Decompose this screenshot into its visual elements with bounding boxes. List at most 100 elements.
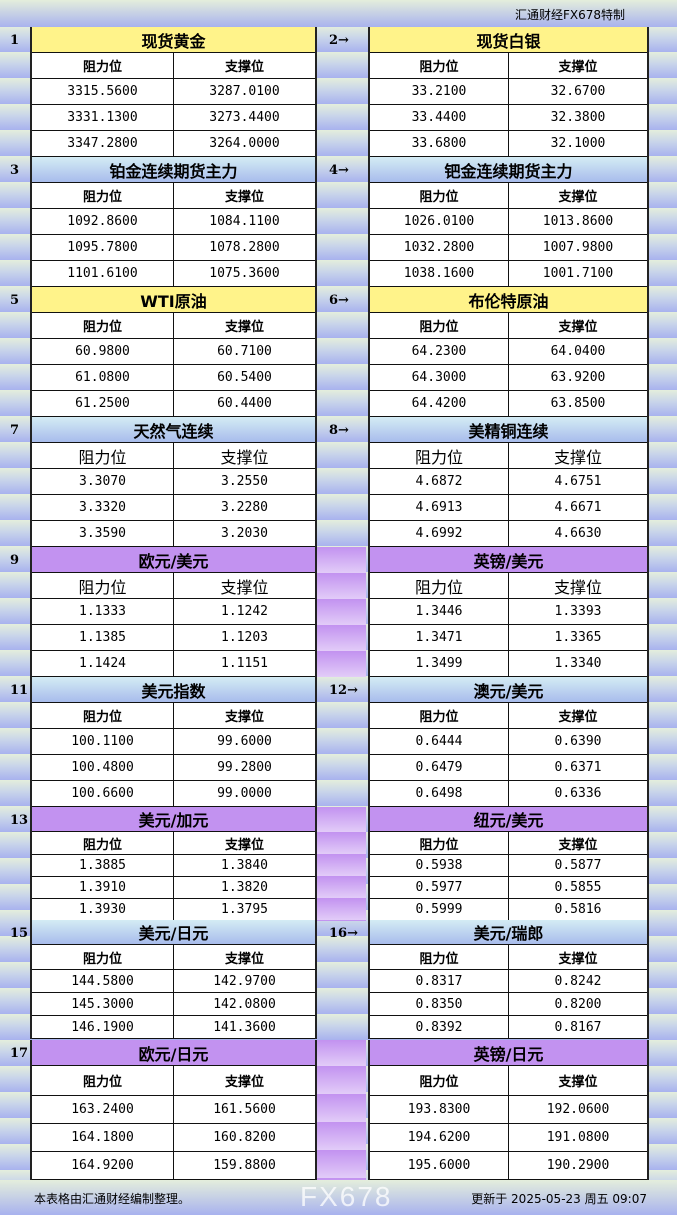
instrument-name: 纽元/美元 [370, 807, 647, 832]
instrument-name: 现货白银 [370, 27, 647, 53]
table-row: 0.5938 0.5877 [370, 855, 647, 877]
column-header-row: 阻力位 支撑位 [32, 832, 315, 855]
resistance-value: 100.4800 [32, 755, 174, 780]
instrument-name: WTI原油 [32, 287, 315, 313]
instrument-name: 美元指数 [32, 677, 315, 703]
table-row: 33.4400 32.3800 [370, 105, 647, 131]
table-row: 64.3000 63.9200 [370, 365, 647, 391]
support-value: 99.0000 [217, 786, 272, 801]
support-value: 1.3340 [554, 656, 602, 671]
resistance-value: 1032.2800 [370, 235, 509, 260]
support-value: 1.3840 [221, 858, 268, 873]
footer-note: 本表格由汇通财经编制整理。 [34, 1192, 191, 1206]
support-value: 0.6371 [554, 760, 602, 775]
quote-table: 铂金连续期货主力 阻力位 支撑位 1092.8600 1084.1100 1095.78… [30, 157, 317, 287]
resistance-value: 0.5938 [370, 855, 509, 876]
support-value: 1.1242 [221, 604, 268, 619]
resistance-value: 0.8392 [370, 1016, 509, 1038]
support-value: 159.8800 [213, 1158, 276, 1173]
resistance-value: 1095.7800 [32, 235, 174, 260]
column-header-row: 阻力位 支撑位 [32, 573, 315, 599]
support-value: 141.3600 [213, 1019, 276, 1035]
quote-table: 天然气连续 阻力位 支撑位 3.3070 3.2550 3.3320 3.2280 3.35… [30, 417, 317, 547]
quote-table: 美精铜连续 阻力位 支撑位 4.6872 4.6751 4.6913 4.6671 4.69… [368, 417, 649, 547]
resistance-value: 0.6444 [370, 729, 509, 754]
support-value: 192.0600 [546, 1102, 610, 1117]
support-value: 64.0400 [550, 344, 606, 359]
purple-spacer [317, 1066, 366, 1180]
support-header: 支撑位 [558, 190, 598, 205]
purple-spacer-header [317, 1040, 366, 1066]
table-row: 164.9200 159.8800 [32, 1152, 315, 1180]
instrument-name: 钯金连续期货主力 [370, 157, 647, 183]
instrument-name: 美元/日元 [32, 920, 315, 945]
table-row: 60.9800 60.7100 [32, 339, 315, 365]
table-row: 0.6498 0.6336 [370, 781, 647, 807]
resistance-header: 阻力位 [370, 53, 509, 78]
resistance-value: 1.3446 [370, 599, 509, 624]
resistance-header: 阻力位 [32, 832, 174, 854]
resistance-value: 3315.5600 [32, 79, 174, 104]
update-time: 更新于 2025-05-23 周五 09:07 [471, 1192, 647, 1206]
purple-spacer [317, 832, 366, 921]
resistance-header: 阻力位 [32, 573, 174, 598]
resistance-value: 64.2300 [370, 339, 509, 364]
support-value: 99.6000 [217, 734, 272, 749]
support-value: 0.5877 [554, 858, 602, 873]
resistance-header: 阻力位 [370, 573, 509, 598]
column-header-row: 阻力位 支撑位 [370, 703, 647, 729]
table-row: 1.3885 1.3840 [32, 855, 315, 877]
resistance-value: 144.5800 [32, 970, 174, 992]
resistance-value: 3347.2800 [32, 131, 174, 156]
resistance-value: 33.4400 [370, 105, 509, 130]
resistance-value: 3.3070 [32, 469, 174, 494]
quote-table: 美元/日元 阻力位 支撑位 144.5800 142.9700 145.3000 142.… [30, 920, 317, 1039]
resistance-value: 1.3885 [32, 855, 174, 876]
table-row: 3.3320 3.2280 [32, 495, 315, 521]
resistance-value: 0.8317 [370, 970, 509, 992]
resistance-value: 163.2400 [32, 1096, 174, 1123]
resistance-value: 0.6498 [370, 781, 509, 806]
quote-table: 现货白银 阻力位 支撑位 33.2100 32.6700 33.4400 32.3800 3… [368, 27, 649, 157]
support-value: 1001.7100 [542, 266, 614, 281]
table-row: 0.8392 0.8167 [370, 1016, 647, 1039]
column-header-row: 阻力位 支撑位 [370, 832, 647, 855]
quote-table: 英镑/美元 阻力位 支撑位 1.3446 1.3393 1.3471 1.3365 1.34… [368, 547, 649, 677]
table-row: 1101.6100 1075.3600 [32, 261, 315, 287]
quote-table: 英镑/日元 阻力位 支撑位 193.8300 192.0600 194.6200 191.… [368, 1040, 649, 1180]
table-row: 164.1800 160.8200 [32, 1124, 315, 1152]
table-row: 100.6600 99.0000 [32, 781, 315, 807]
support-value: 4.6630 [554, 526, 602, 541]
resistance-header: 阻力位 [32, 53, 174, 78]
resistance-value: 1.3930 [32, 899, 174, 920]
support-value: 142.0800 [213, 996, 276, 1012]
block-number: 2→ [329, 33, 349, 48]
table-row: 1.1424 1.1151 [32, 651, 315, 677]
resistance-header: 阻力位 [370, 443, 509, 468]
support-value: 190.2900 [546, 1158, 610, 1173]
resistance-header: 阻力位 [370, 945, 509, 969]
instrument-name: 美元/瑞郎 [370, 920, 647, 945]
resistance-value: 145.3000 [32, 993, 174, 1015]
resistance-header: 阻力位 [370, 183, 509, 208]
resistance-value: 1026.0100 [370, 209, 509, 234]
support-value: 3.2550 [221, 474, 268, 489]
table-row: 0.6479 0.6371 [370, 755, 647, 781]
support-header: 支撑位 [224, 710, 264, 725]
watermark: FX678 [300, 1181, 393, 1212]
support-value: 3264.0000 [209, 136, 280, 151]
support-value: 1.3393 [554, 604, 602, 619]
table-row: 3315.5600 3287.0100 [32, 79, 315, 105]
resistance-value: 146.1900 [32, 1016, 174, 1038]
block-number: 7 [10, 423, 20, 438]
resistance-header: 阻力位 [370, 313, 509, 338]
resistance-value: 1.1424 [32, 651, 174, 676]
support-header: 支撑位 [224, 837, 264, 853]
column-header-row: 阻力位 支撑位 [32, 53, 315, 79]
resistance-value: 164.1800 [32, 1124, 174, 1151]
support-value: 1.3365 [554, 630, 602, 645]
resistance-value: 61.0800 [32, 365, 174, 390]
table-row: 144.5800 142.9700 [32, 970, 315, 993]
instrument-name: 布伦特原油 [370, 287, 647, 313]
block-number: 6→ [329, 293, 349, 308]
